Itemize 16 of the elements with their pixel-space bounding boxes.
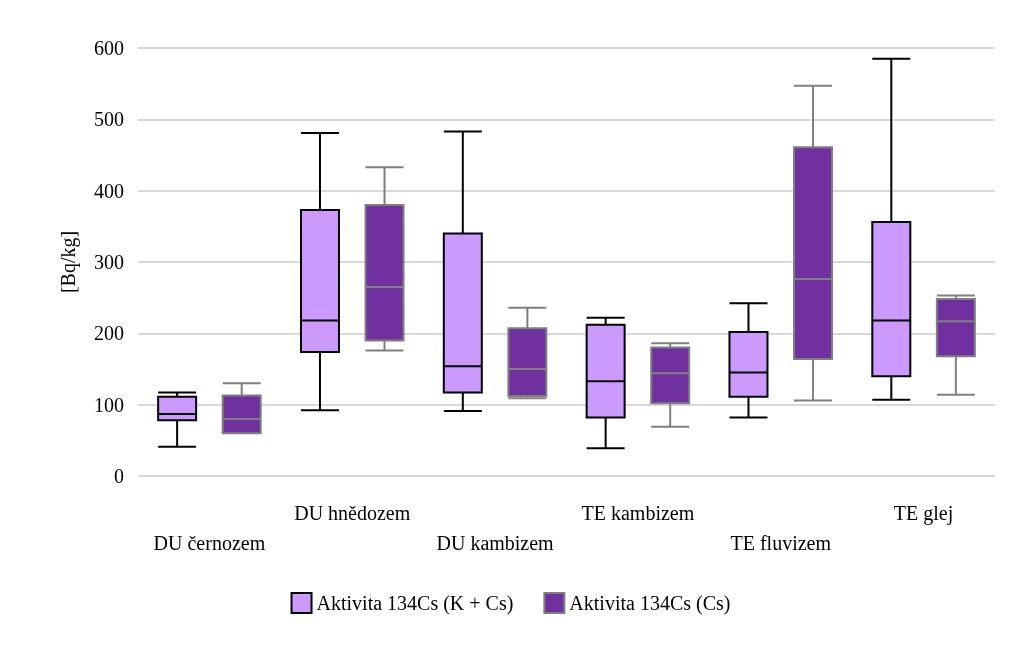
y-tick-label: 100	[94, 393, 124, 416]
y-tick-label: 300	[94, 251, 124, 273]
y-tick-label: 600	[94, 37, 124, 59]
x-tick-label: DU černozem	[153, 532, 266, 554]
x-tick-label: DU kambizem	[436, 532, 555, 554]
y-tick-label: 500	[94, 108, 124, 131]
x-tick-label: TE kambizem	[581, 502, 695, 524]
y-tick-label: 0	[114, 465, 124, 487]
y-tick-label: 200	[94, 322, 124, 345]
legend-label: Aktivita 134Cs (Cs)	[569, 592, 731, 615]
legend-label: Aktivita 134Cs (K + Cs)	[316, 592, 514, 615]
y-axis-title: [Bq/kg]	[57, 230, 80, 294]
x-tick-label: TE fluvizem	[730, 532, 832, 554]
x-tick-label: TE glej	[893, 502, 954, 525]
y-tick-label: 400	[94, 179, 124, 202]
x-tick-label: DU hnědozem	[294, 502, 411, 524]
